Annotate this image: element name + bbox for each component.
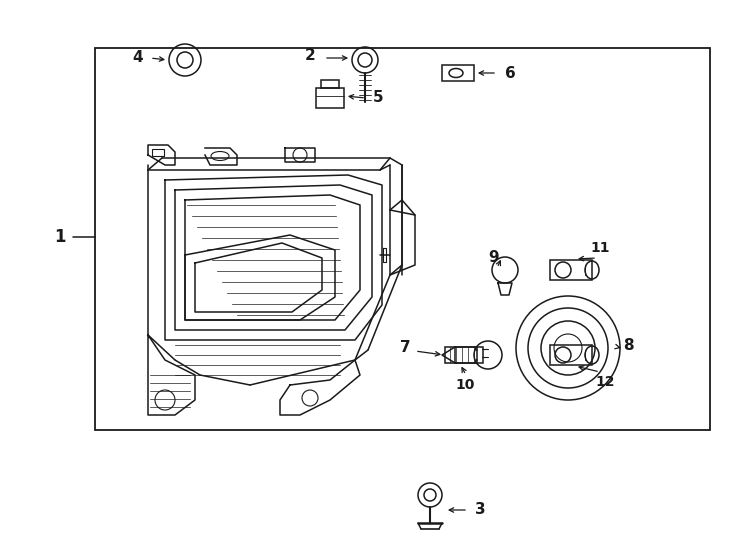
Text: 1: 1: [54, 228, 66, 246]
Text: 2: 2: [305, 48, 316, 63]
Bar: [321, 80, 339, 88]
Text: 9: 9: [489, 251, 499, 266]
Bar: [316, 88, 344, 108]
Bar: [445, 347, 477, 363]
Text: 8: 8: [622, 338, 633, 353]
Bar: [550, 345, 592, 365]
Text: 12: 12: [595, 375, 615, 389]
Text: 4: 4: [133, 51, 143, 65]
Text: 11: 11: [590, 241, 610, 255]
Text: 7: 7: [400, 341, 410, 355]
Bar: [442, 65, 474, 81]
Text: 5: 5: [373, 91, 383, 105]
Text: 10: 10: [455, 378, 475, 392]
Bar: [455, 347, 483, 363]
Bar: [152, 149, 164, 156]
Bar: [95, 48, 710, 430]
Text: 3: 3: [475, 503, 485, 517]
Bar: [550, 260, 592, 280]
Text: 6: 6: [505, 65, 515, 80]
